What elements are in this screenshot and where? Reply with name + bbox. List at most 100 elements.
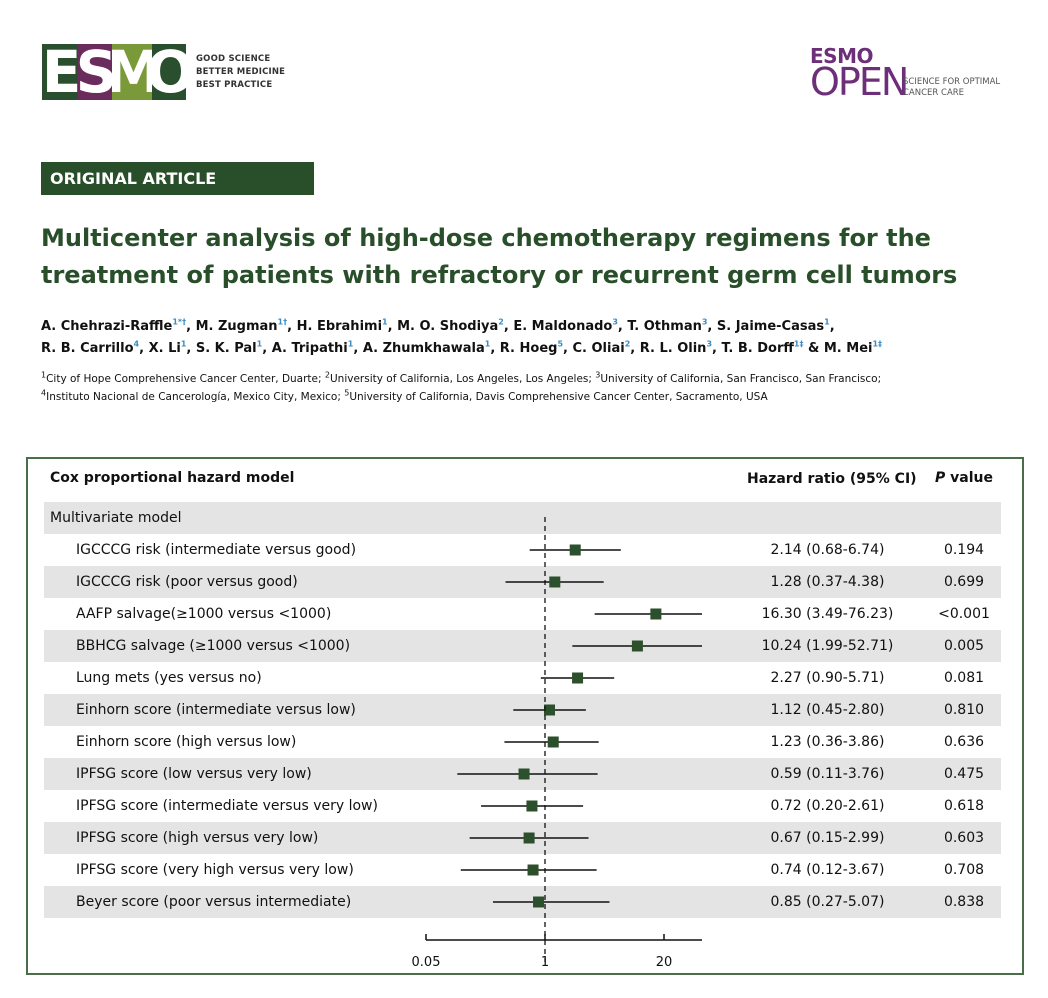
affiliation-marker: 2 — [324, 370, 330, 380]
row-p-value: 0.699 — [943, 574, 985, 590]
row-hazard-ratio: 2.14 (0.68-6.74) — [770, 542, 885, 558]
esmo-open-logo: ESMO OPEN SCIENCE FOR OPTIMAL CANCER CAR… — [810, 44, 1020, 104]
affiliation-marker: 1 — [41, 370, 47, 380]
author-affiliation-marker: 1 — [382, 317, 388, 327]
row-hazard-ratio: 10.24 (1.99-52.71) — [761, 638, 894, 654]
affiliation-text: University of California, Los Angeles, L… — [329, 373, 592, 385]
row-stripe — [44, 630, 1001, 662]
author-affiliation-marker: 1 — [484, 339, 491, 349]
row-label: IPFSG score (low versus very low) — [76, 766, 312, 782]
author-name: S. K. Pal — [195, 341, 257, 356]
author-name: M. Zugman — [195, 319, 278, 334]
header-p-rest: value — [945, 470, 993, 486]
author-affiliation-marker: 1 — [180, 339, 187, 349]
affiliation-marker: 4 — [41, 388, 47, 398]
header-p-value: P value — [935, 470, 993, 486]
author-name: H. Ebrahimi — [296, 319, 383, 334]
row-label: Lung mets (yes versus no) — [76, 670, 262, 686]
author-name: R. L. Olin — [639, 341, 707, 356]
author-affiliation-marker: 1‡ — [872, 339, 883, 349]
author-affiliation-marker: 3 — [701, 317, 708, 327]
row-p-value: 0.603 — [943, 830, 985, 846]
article-title: Multicenter analysis of high-dose chemot… — [41, 224, 958, 289]
esmo-logo-letter-m: M — [112, 44, 152, 100]
author-affiliation-marker: 1 — [347, 339, 354, 349]
affiliation-text: University of California, Davis Comprehe… — [349, 391, 768, 403]
header-hazard-ratio: Hazard ratio (95% CI) — [747, 471, 917, 487]
affiliation-marker: 5 — [344, 388, 350, 398]
esmo-open-tagline: SCIENCE FOR OPTIMAL CANCER CARE — [903, 77, 1001, 98]
forest-plot-table — [26, 457, 1024, 975]
row-hazard-ratio: 0.59 (0.11-3.76) — [770, 766, 885, 782]
row-label: Einhorn score (high versus low) — [76, 734, 297, 750]
row-label: IPFSG score (intermediate versus very lo… — [76, 798, 378, 814]
row-hazard-ratio: 1.12 (0.45-2.80) — [770, 702, 885, 718]
row-label: IGCCCG risk (poor versus good) — [76, 574, 298, 590]
row-p-value: 0.636 — [943, 734, 985, 750]
row-hazard-ratio: 1.28 (0.37-4.38) — [770, 574, 885, 590]
row-p-value: 0.838 — [943, 894, 985, 910]
row-p-value: 0.475 — [943, 766, 985, 782]
section-stripe — [44, 502, 1001, 534]
tagline-3: BEST PRACTICE — [196, 80, 273, 90]
author-affiliation-marker: 1‡ — [793, 339, 804, 349]
row-p-value: 0.081 — [943, 670, 985, 686]
affiliation-list: 1City of Hope Comprehensive Cancer Cente… — [41, 370, 1021, 406]
esmo-open-logo-top: ESMO — [810, 44, 873, 68]
author-affiliation-marker: 2 — [498, 317, 504, 327]
author-name: X. Li — [148, 341, 181, 356]
row-hazard-ratio: 0.67 (0.15-2.99) — [770, 830, 885, 846]
author-affiliation-marker: 1*† — [172, 317, 187, 327]
row-label: AAFP salvage(≥1000 versus <1000) — [76, 606, 332, 622]
affiliation-text: Instituto Nacional de Cancerología, Mexi… — [46, 391, 341, 403]
affiliation-text: University of California, San Francisco,… — [600, 373, 882, 385]
row-label: Einhorn score (intermediate versus low) — [76, 702, 356, 718]
row-label: BBHCG salvage (≥1000 versus <1000) — [76, 638, 351, 654]
row-p-value: <0.001 — [938, 606, 990, 622]
author-affiliation-marker: 4 — [133, 339, 140, 349]
row-hazard-ratio: 0.74 (0.12-3.67) — [770, 862, 885, 878]
author-affiliation-marker: 1 — [824, 317, 830, 327]
author-affiliation-marker: 2 — [624, 339, 631, 349]
author-name: R. Hoeg — [499, 341, 558, 356]
tagline-2: BETTER MEDICINE — [196, 67, 286, 77]
esmo-logo-letter-s: S — [78, 44, 112, 100]
row-p-value: 0.618 — [943, 798, 985, 814]
author-affiliation-marker: 3 — [706, 339, 713, 349]
header-p-italic: P — [935, 470, 946, 486]
row-label: IPFSG score (very high versus very low) — [76, 862, 354, 878]
author-name: C. Oliai — [572, 341, 625, 356]
author-name: T. B. Dorff — [721, 341, 794, 356]
author-affiliation-marker: 5 — [557, 339, 564, 349]
row-label: IGCCCG risk (intermediate versus good) — [76, 542, 357, 558]
row-label: IPFSG score (high versus very low) — [76, 830, 319, 846]
row-hazard-ratio: 16.30 (3.49-76.23) — [761, 606, 894, 622]
row-p-value: 0.810 — [943, 702, 985, 718]
row-hazard-ratio: 0.72 (0.20-2.61) — [770, 798, 885, 814]
header-model: Cox proportional hazard model — [50, 470, 295, 486]
row-p-value: 0.005 — [943, 638, 985, 654]
author-name: M. Mei — [823, 341, 873, 356]
row-p-value: 0.708 — [943, 862, 985, 878]
row-p-value: 0.194 — [943, 542, 985, 558]
author-name: A. Zhumkhawala — [362, 341, 485, 356]
esmo-logo-letter-e: E — [42, 44, 78, 100]
affiliation-text: City of Hope Comprehensive Cancer Center… — [46, 373, 322, 385]
affiliation-marker: 3 — [595, 370, 601, 380]
author-name: R. B. Carrillo — [41, 341, 134, 356]
row-hazard-ratio: 0.85 (0.27-5.07) — [770, 894, 885, 910]
author-name: M. O. Shodiya — [397, 319, 499, 334]
row-label: Beyer score (poor versus intermediate) — [76, 894, 352, 910]
author-name: A. Tripathi — [271, 341, 348, 356]
article-type-banner: ORIGINAL ARTICLE — [41, 162, 314, 195]
author-name: A. Chehrazi-Raffle — [41, 319, 173, 334]
author-name: T. Othman — [627, 319, 702, 334]
section-label: Multivariate model — [50, 510, 182, 526]
row-hazard-ratio: 2.27 (0.90-5.71) — [770, 670, 885, 686]
author-name: S. Jaime-Casas — [716, 319, 825, 334]
tagline-1: GOOD SCIENCE — [196, 54, 271, 64]
row-hazard-ratio: 1.23 (0.36-3.86) — [770, 734, 885, 750]
esmo-logo-letter-o: O — [152, 44, 186, 100]
esmo-open-logo-main: OPEN — [810, 60, 909, 104]
